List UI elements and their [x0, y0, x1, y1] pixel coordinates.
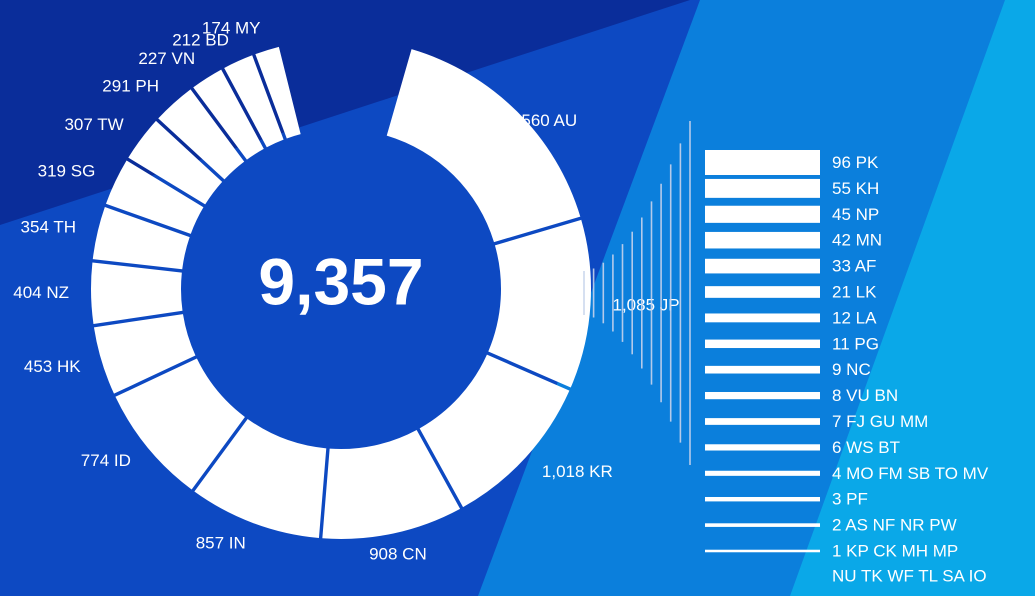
donut-slice-th — [92, 206, 190, 270]
donut-slice-vn — [193, 69, 264, 160]
slice-label-au: 1,560 AU — [507, 111, 577, 130]
donut-slice-my — [255, 46, 301, 139]
breakout-bar — [705, 391, 820, 400]
slice-label-tw: 307 TW — [64, 115, 123, 134]
donut-slice-bd — [224, 55, 284, 148]
slice-label-kr: 1,018 KR — [542, 462, 613, 481]
breakout-bar — [705, 418, 820, 425]
breakout-labels: 96 PK 55 KH 45 NP 42 MN 33 AF 21 LK 12 LA 11 PG… — [832, 153, 989, 586]
breakout-label: 11 PG — [832, 334, 879, 353]
breakout-label: 96 PK — [832, 153, 879, 172]
breakout-label: 8 VU BN — [832, 386, 898, 405]
breakout-label: 4 MO FM SB TO MV — [832, 464, 989, 483]
breakout-label: 6 WS BT — [832, 438, 900, 457]
slice-label-ph: 291 PH — [102, 76, 159, 95]
donut-slice-jp — [488, 219, 592, 388]
slice-label-sg: 319 SG — [38, 162, 96, 181]
breakout-label: 55 KH — [832, 179, 879, 198]
donut-slice-kr — [419, 354, 570, 508]
breakout-label: 3 PF — [832, 490, 868, 509]
breakout-bar — [705, 286, 820, 298]
connector-lines — [583, 121, 691, 465]
breakout-label-continued: NU TK WF TL SA IO — [832, 566, 987, 585]
breakout-label: 12 LA — [832, 308, 877, 327]
slice-label-my: 174 MY — [202, 19, 261, 38]
donut-slice-hk — [93, 314, 196, 394]
slice-label-hk: 453 HK — [24, 357, 81, 376]
slice-label-th: 354 TH — [21, 217, 76, 236]
breakout-bar — [705, 365, 820, 374]
donut-slice-nz — [90, 262, 183, 324]
breakout-bar — [705, 313, 820, 323]
donut-slice-id — [115, 358, 245, 490]
breakout-bar — [705, 496, 820, 502]
breakout-label: 1 KP CK MH MP — [832, 541, 958, 560]
breakout-bar — [705, 470, 820, 476]
breakout-label: 2 AS NF NR PW — [832, 516, 957, 535]
breakout-bars — [705, 150, 820, 553]
donut-slice-sg — [105, 160, 204, 234]
donut-labels: 1,560 AU 1,085 JP 1,018 KR 908 CN 857 IN 774 … — [13, 19, 679, 564]
total-label: 9,357 — [258, 244, 423, 318]
breakout-label: 45 NP — [832, 205, 879, 224]
donut-slice-au — [386, 49, 581, 243]
slice-label-in: 857 IN — [196, 533, 246, 552]
donut-slice-in — [194, 418, 327, 539]
slice-label-jp: 1,085 JP — [613, 295, 680, 314]
breakout-bar — [705, 444, 820, 451]
donut-slice-cn — [322, 429, 461, 539]
donut-slices — [90, 46, 592, 539]
donut-slice-tw — [128, 120, 223, 205]
slice-label-id: 774 ID — [81, 451, 131, 470]
breakout-bar — [705, 549, 820, 553]
breakout-label: 9 NC — [832, 360, 871, 379]
breakout-bar — [705, 205, 820, 223]
breakout-bar — [705, 150, 820, 175]
breakout-label: 33 AF — [832, 257, 876, 276]
breakout-bar — [705, 178, 820, 198]
breakout-bar — [705, 231, 820, 249]
breakout-bar — [705, 258, 820, 274]
slice-label-nz: 404 NZ — [13, 283, 69, 302]
breakout-bar — [705, 523, 820, 527]
breakout-bar — [705, 339, 820, 349]
breakout-label: 7 FJ GU MM — [832, 412, 928, 431]
slice-label-vn: 227 VN — [138, 49, 195, 68]
slice-label-bd: 212 BD — [172, 31, 229, 50]
slice-label-cn: 908 CN — [369, 544, 427, 563]
background-band-accent — [790, 0, 1035, 596]
breakout-label: 21 LK — [832, 282, 877, 301]
breakout-label: 42 MN — [832, 231, 882, 250]
donut-slice-ph — [158, 89, 245, 180]
